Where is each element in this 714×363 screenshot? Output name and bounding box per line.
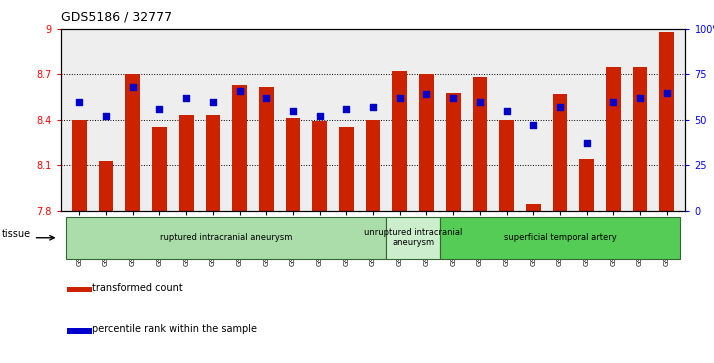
Bar <box>286 118 301 211</box>
FancyBboxPatch shape <box>386 216 440 259</box>
Text: percentile rank within the sample: percentile rank within the sample <box>92 324 257 334</box>
Point <box>207 99 218 105</box>
Bar <box>633 67 648 211</box>
Point <box>554 104 565 110</box>
Bar <box>660 32 674 211</box>
Text: transformed count: transformed count <box>92 282 183 293</box>
Point <box>154 106 165 112</box>
Bar <box>579 159 594 211</box>
Point <box>528 122 539 128</box>
Text: GDS5186 / 32777: GDS5186 / 32777 <box>61 11 172 24</box>
Bar <box>72 120 86 211</box>
Bar <box>393 72 407 211</box>
Point <box>101 113 112 119</box>
Point <box>287 108 298 114</box>
Point <box>501 108 512 114</box>
Point <box>608 99 619 105</box>
Bar <box>553 94 568 211</box>
Point <box>394 95 406 101</box>
Point <box>581 140 593 146</box>
Point <box>448 95 459 101</box>
FancyBboxPatch shape <box>66 216 386 259</box>
FancyBboxPatch shape <box>440 216 680 259</box>
Bar <box>259 86 273 211</box>
Bar <box>366 120 381 211</box>
Point <box>314 113 326 119</box>
Point <box>421 91 432 97</box>
Text: unruptured intracranial
aneurysm: unruptured intracranial aneurysm <box>364 228 462 248</box>
Bar <box>526 204 540 211</box>
Point <box>261 95 272 101</box>
Point <box>661 90 673 95</box>
Text: ruptured intracranial aneurysm: ruptured intracranial aneurysm <box>160 233 293 242</box>
Bar <box>446 93 461 211</box>
Bar <box>126 74 140 211</box>
Point <box>234 88 246 94</box>
Point <box>127 84 139 90</box>
Bar <box>606 67 620 211</box>
Text: superficial temporal artery: superficial temporal artery <box>503 233 616 242</box>
Bar <box>67 328 92 334</box>
Bar <box>67 287 92 293</box>
Point <box>181 95 192 101</box>
Bar <box>206 115 220 211</box>
Text: tissue: tissue <box>2 229 31 239</box>
Point <box>634 95 645 101</box>
Bar <box>312 121 327 211</box>
Bar <box>499 120 514 211</box>
Point <box>341 106 352 112</box>
Point <box>367 104 378 110</box>
Bar <box>152 127 167 211</box>
Point <box>74 99 85 105</box>
Bar <box>419 74 434 211</box>
Bar <box>99 160 114 211</box>
Bar <box>232 85 247 211</box>
Bar <box>178 115 193 211</box>
Bar <box>339 127 353 211</box>
Point <box>474 99 486 105</box>
Bar <box>473 77 487 211</box>
